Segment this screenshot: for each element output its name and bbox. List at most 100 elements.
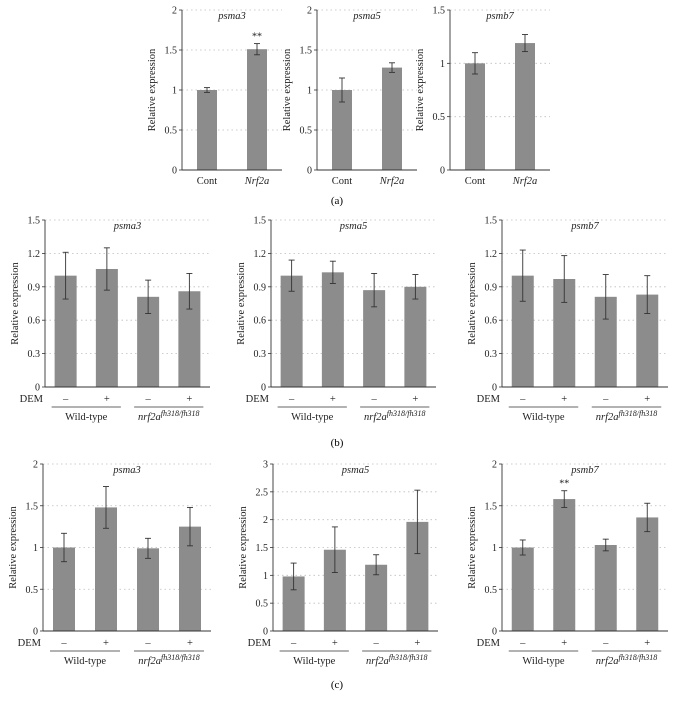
bar	[332, 90, 352, 170]
bar	[53, 547, 75, 631]
dem-label: DEM	[20, 394, 44, 405]
y-tick-label: 0.3	[28, 349, 41, 360]
chart-title: psma5	[339, 221, 367, 232]
genotype-label-mutant: nrf2afh318/fh318	[138, 653, 199, 667]
y-tick-label: 0.9	[28, 282, 41, 293]
y-tick-label: 1.2	[254, 249, 267, 260]
bar	[137, 296, 160, 387]
y-tick-label: 2	[263, 515, 268, 526]
genotype-label-wildtype: Wild-type	[522, 412, 564, 423]
chart-7: 0 0.5 1 1.5 2 psma3 Relative expression DEM – + – +…	[8, 460, 211, 667]
bar	[95, 507, 117, 631]
y-axis-label: Relative expression	[236, 261, 247, 344]
chart-5: 0 0.3 0.6 0.9 1.2 1.5 psma5 Relative expression…	[236, 216, 436, 423]
dem-sign: –	[288, 394, 295, 405]
genotype-label-wildtype: Wild-type	[293, 656, 335, 667]
y-axis-label: Relative expression	[238, 505, 249, 588]
y-axis-label: Relative expression	[147, 48, 158, 131]
y-axis-label: Relative expression	[467, 261, 478, 344]
y-tick-label: 1.5	[254, 216, 267, 227]
bar	[280, 275, 303, 387]
dem-label: DEM	[477, 394, 501, 405]
dem-sign: +	[414, 638, 420, 649]
significance-label: **	[252, 32, 262, 43]
y-tick-label: 0.5	[433, 112, 446, 123]
y-tick-label: 2	[307, 6, 312, 17]
bar	[594, 296, 617, 387]
chart-title: psmb7	[570, 221, 599, 232]
bar	[515, 43, 535, 170]
chart-title: psmb7	[485, 11, 514, 22]
y-tick-label: 0	[492, 383, 497, 394]
genotype-label-mutant: nrf2afh318/fh318	[596, 653, 657, 667]
dem-sign: +	[187, 638, 193, 649]
y-tick-label: 1	[440, 59, 445, 70]
y-tick-label: 2.5	[256, 487, 269, 498]
y-tick-label: 0.5	[485, 585, 498, 596]
y-tick-label: 1.5	[485, 501, 498, 512]
x-category-label: Cont	[465, 176, 486, 187]
chart-8: 0 0.5 1 1.5 2 2.5 3 psma5 Relative expression DEM…	[238, 460, 438, 667]
bar	[553, 279, 576, 387]
dem-sign: +	[561, 394, 567, 405]
charts-layer: 0 0.5 1 1.5 2 ** psma3 Relative expression Cont N…	[8, 6, 668, 667]
y-tick-label: 1	[172, 86, 177, 97]
y-tick-label: 0.6	[254, 316, 267, 327]
dem-sign: –	[144, 638, 151, 649]
y-tick-label: 0	[492, 627, 497, 638]
dem-sign: +	[412, 394, 418, 405]
y-axis-label: Relative expression	[415, 48, 426, 131]
dem-label: DEM	[246, 394, 270, 405]
y-tick-label: 0.5	[256, 599, 269, 610]
y-tick-label: 1.5	[485, 216, 498, 227]
y-tick-label: 0	[261, 383, 266, 394]
bar	[636, 517, 659, 631]
x-category-label: Cont	[197, 176, 218, 187]
dem-sign: –	[519, 394, 526, 405]
y-tick-label: 0.5	[26, 585, 39, 596]
dem-sign: +	[644, 638, 650, 649]
dem-label: DEM	[248, 638, 272, 649]
y-tick-label: 2	[33, 460, 38, 471]
chart-title: psma3	[113, 221, 141, 232]
y-tick-label: 0	[307, 166, 312, 177]
bar	[321, 272, 344, 387]
bar	[282, 576, 305, 631]
dem-sign: +	[186, 394, 192, 405]
x-category-label: Cont	[332, 176, 353, 187]
dem-sign: –	[602, 638, 609, 649]
chart-6: 0 0.3 0.6 0.9 1.2 1.5 psmb7 Relative expression…	[467, 216, 668, 423]
y-tick-label: 0.5	[300, 126, 313, 137]
dem-sign: –	[373, 638, 380, 649]
bar	[179, 526, 201, 631]
genotype-label-wildtype: Wild-type	[64, 656, 106, 667]
chart-title: psma5	[341, 465, 369, 476]
bar	[323, 549, 346, 631]
bar	[197, 90, 217, 170]
bar	[178, 291, 201, 387]
y-tick-label: 1.2	[485, 249, 498, 260]
dem-sign: –	[145, 394, 152, 405]
chart-3: 0 0.5 1 1.5 psmb7 Relative expression Cont Nrf2…	[415, 6, 550, 187]
dem-sign: +	[104, 394, 110, 405]
y-tick-label: 1.5	[165, 46, 178, 57]
y-axis-label: Relative expression	[10, 261, 21, 344]
y-tick-label: 2	[172, 6, 177, 17]
bar	[553, 499, 576, 631]
bar	[465, 63, 485, 171]
chart-4: 0 0.3 0.6 0.9 1.2 1.5 psma3 Relative expression…	[10, 216, 210, 423]
bar	[404, 286, 427, 387]
x-category-label: Nrf2a	[512, 176, 538, 187]
bar	[594, 544, 617, 631]
y-tick-label: 0.5	[165, 126, 178, 137]
y-tick-label: 1.5	[256, 543, 269, 554]
y-tick-label: 0.9	[485, 282, 498, 293]
y-tick-label: 0.6	[28, 316, 41, 327]
bar	[382, 67, 402, 170]
y-tick-label: 1.2	[28, 249, 41, 260]
panel-label-b: (b)	[331, 437, 344, 449]
y-tick-label: 0.3	[254, 349, 267, 360]
y-tick-label: 0.9	[254, 282, 267, 293]
panel-label-a: (a)	[331, 195, 344, 207]
y-tick-label: 0	[35, 383, 40, 394]
